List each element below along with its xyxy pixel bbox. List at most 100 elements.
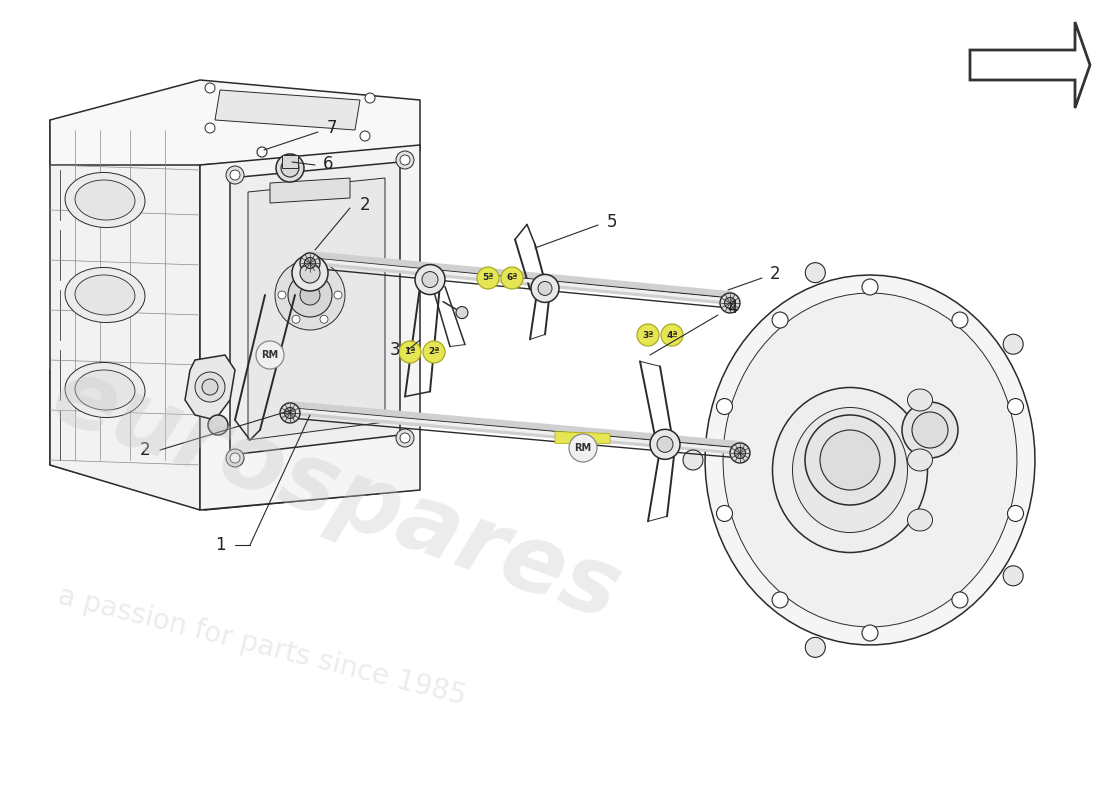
Text: 5ª: 5ª — [482, 274, 494, 282]
Circle shape — [637, 324, 659, 346]
Circle shape — [208, 415, 228, 435]
Ellipse shape — [65, 267, 145, 322]
Circle shape — [202, 379, 218, 395]
Circle shape — [500, 267, 522, 289]
Polygon shape — [50, 120, 200, 510]
Circle shape — [230, 453, 240, 463]
Circle shape — [292, 266, 300, 274]
Circle shape — [805, 415, 895, 505]
Circle shape — [257, 147, 267, 157]
Text: 4: 4 — [727, 299, 737, 317]
Text: 6: 6 — [322, 155, 333, 173]
Circle shape — [902, 402, 958, 458]
Circle shape — [256, 341, 284, 369]
Circle shape — [1003, 566, 1023, 586]
Ellipse shape — [75, 275, 135, 315]
Text: 4ª: 4ª — [667, 330, 678, 339]
Ellipse shape — [75, 370, 135, 410]
Circle shape — [305, 258, 316, 269]
Circle shape — [720, 293, 740, 313]
Circle shape — [396, 151, 414, 169]
Polygon shape — [50, 80, 420, 165]
Circle shape — [952, 312, 968, 328]
Circle shape — [360, 131, 370, 141]
Polygon shape — [200, 145, 420, 510]
Circle shape — [396, 429, 414, 447]
Circle shape — [912, 412, 948, 448]
Ellipse shape — [75, 180, 135, 220]
Circle shape — [650, 430, 680, 459]
Polygon shape — [282, 155, 298, 168]
Circle shape — [569, 434, 597, 462]
Circle shape — [772, 592, 788, 608]
Circle shape — [292, 255, 328, 291]
Circle shape — [365, 93, 375, 103]
Ellipse shape — [908, 449, 933, 471]
Circle shape — [280, 159, 299, 177]
Circle shape — [292, 315, 300, 323]
Circle shape — [205, 83, 214, 93]
Text: 6ª: 6ª — [506, 274, 518, 282]
Circle shape — [276, 154, 304, 182]
Circle shape — [195, 372, 226, 402]
Circle shape — [456, 306, 468, 318]
Polygon shape — [270, 178, 350, 203]
Circle shape — [300, 285, 320, 305]
Polygon shape — [214, 90, 360, 130]
Circle shape — [661, 324, 683, 346]
Circle shape — [805, 638, 825, 658]
Circle shape — [400, 433, 410, 443]
Text: 2ª: 2ª — [428, 347, 440, 357]
Circle shape — [725, 298, 736, 309]
Text: 2: 2 — [140, 441, 151, 459]
Text: 3ª: 3ª — [642, 330, 653, 339]
Circle shape — [300, 253, 320, 273]
Circle shape — [280, 403, 300, 423]
Circle shape — [805, 262, 825, 282]
Polygon shape — [50, 370, 415, 510]
Circle shape — [334, 291, 342, 299]
Circle shape — [820, 430, 880, 490]
Circle shape — [1003, 334, 1023, 354]
Circle shape — [400, 155, 410, 165]
Text: a passion for parts since 1985: a passion for parts since 1985 — [55, 582, 469, 711]
Circle shape — [415, 265, 446, 294]
Circle shape — [300, 263, 320, 283]
Circle shape — [862, 625, 878, 641]
Text: RM: RM — [262, 350, 278, 360]
Circle shape — [657, 436, 673, 452]
Circle shape — [285, 407, 296, 418]
Circle shape — [226, 449, 244, 467]
Circle shape — [399, 341, 421, 363]
Ellipse shape — [792, 407, 908, 533]
Circle shape — [422, 271, 438, 287]
Circle shape — [862, 279, 878, 295]
Text: 3: 3 — [389, 341, 400, 359]
Circle shape — [275, 260, 345, 330]
Ellipse shape — [65, 362, 145, 418]
Text: 2: 2 — [770, 265, 780, 283]
Text: 5: 5 — [607, 213, 617, 231]
Ellipse shape — [65, 173, 145, 227]
Circle shape — [1008, 398, 1023, 414]
Ellipse shape — [908, 509, 933, 531]
Text: RM: RM — [574, 443, 592, 453]
Circle shape — [716, 398, 733, 414]
Circle shape — [952, 592, 968, 608]
Circle shape — [230, 170, 240, 180]
Polygon shape — [230, 162, 400, 455]
Text: eurospares: eurospares — [40, 349, 632, 640]
Circle shape — [683, 450, 703, 470]
Circle shape — [538, 282, 552, 295]
Circle shape — [477, 267, 499, 289]
Polygon shape — [723, 293, 1018, 627]
Circle shape — [288, 273, 332, 317]
Circle shape — [320, 266, 328, 274]
Circle shape — [205, 123, 214, 133]
Circle shape — [730, 443, 750, 463]
Circle shape — [320, 315, 328, 323]
Ellipse shape — [908, 389, 933, 411]
Circle shape — [716, 506, 733, 522]
Polygon shape — [556, 431, 610, 443]
Circle shape — [424, 341, 446, 363]
